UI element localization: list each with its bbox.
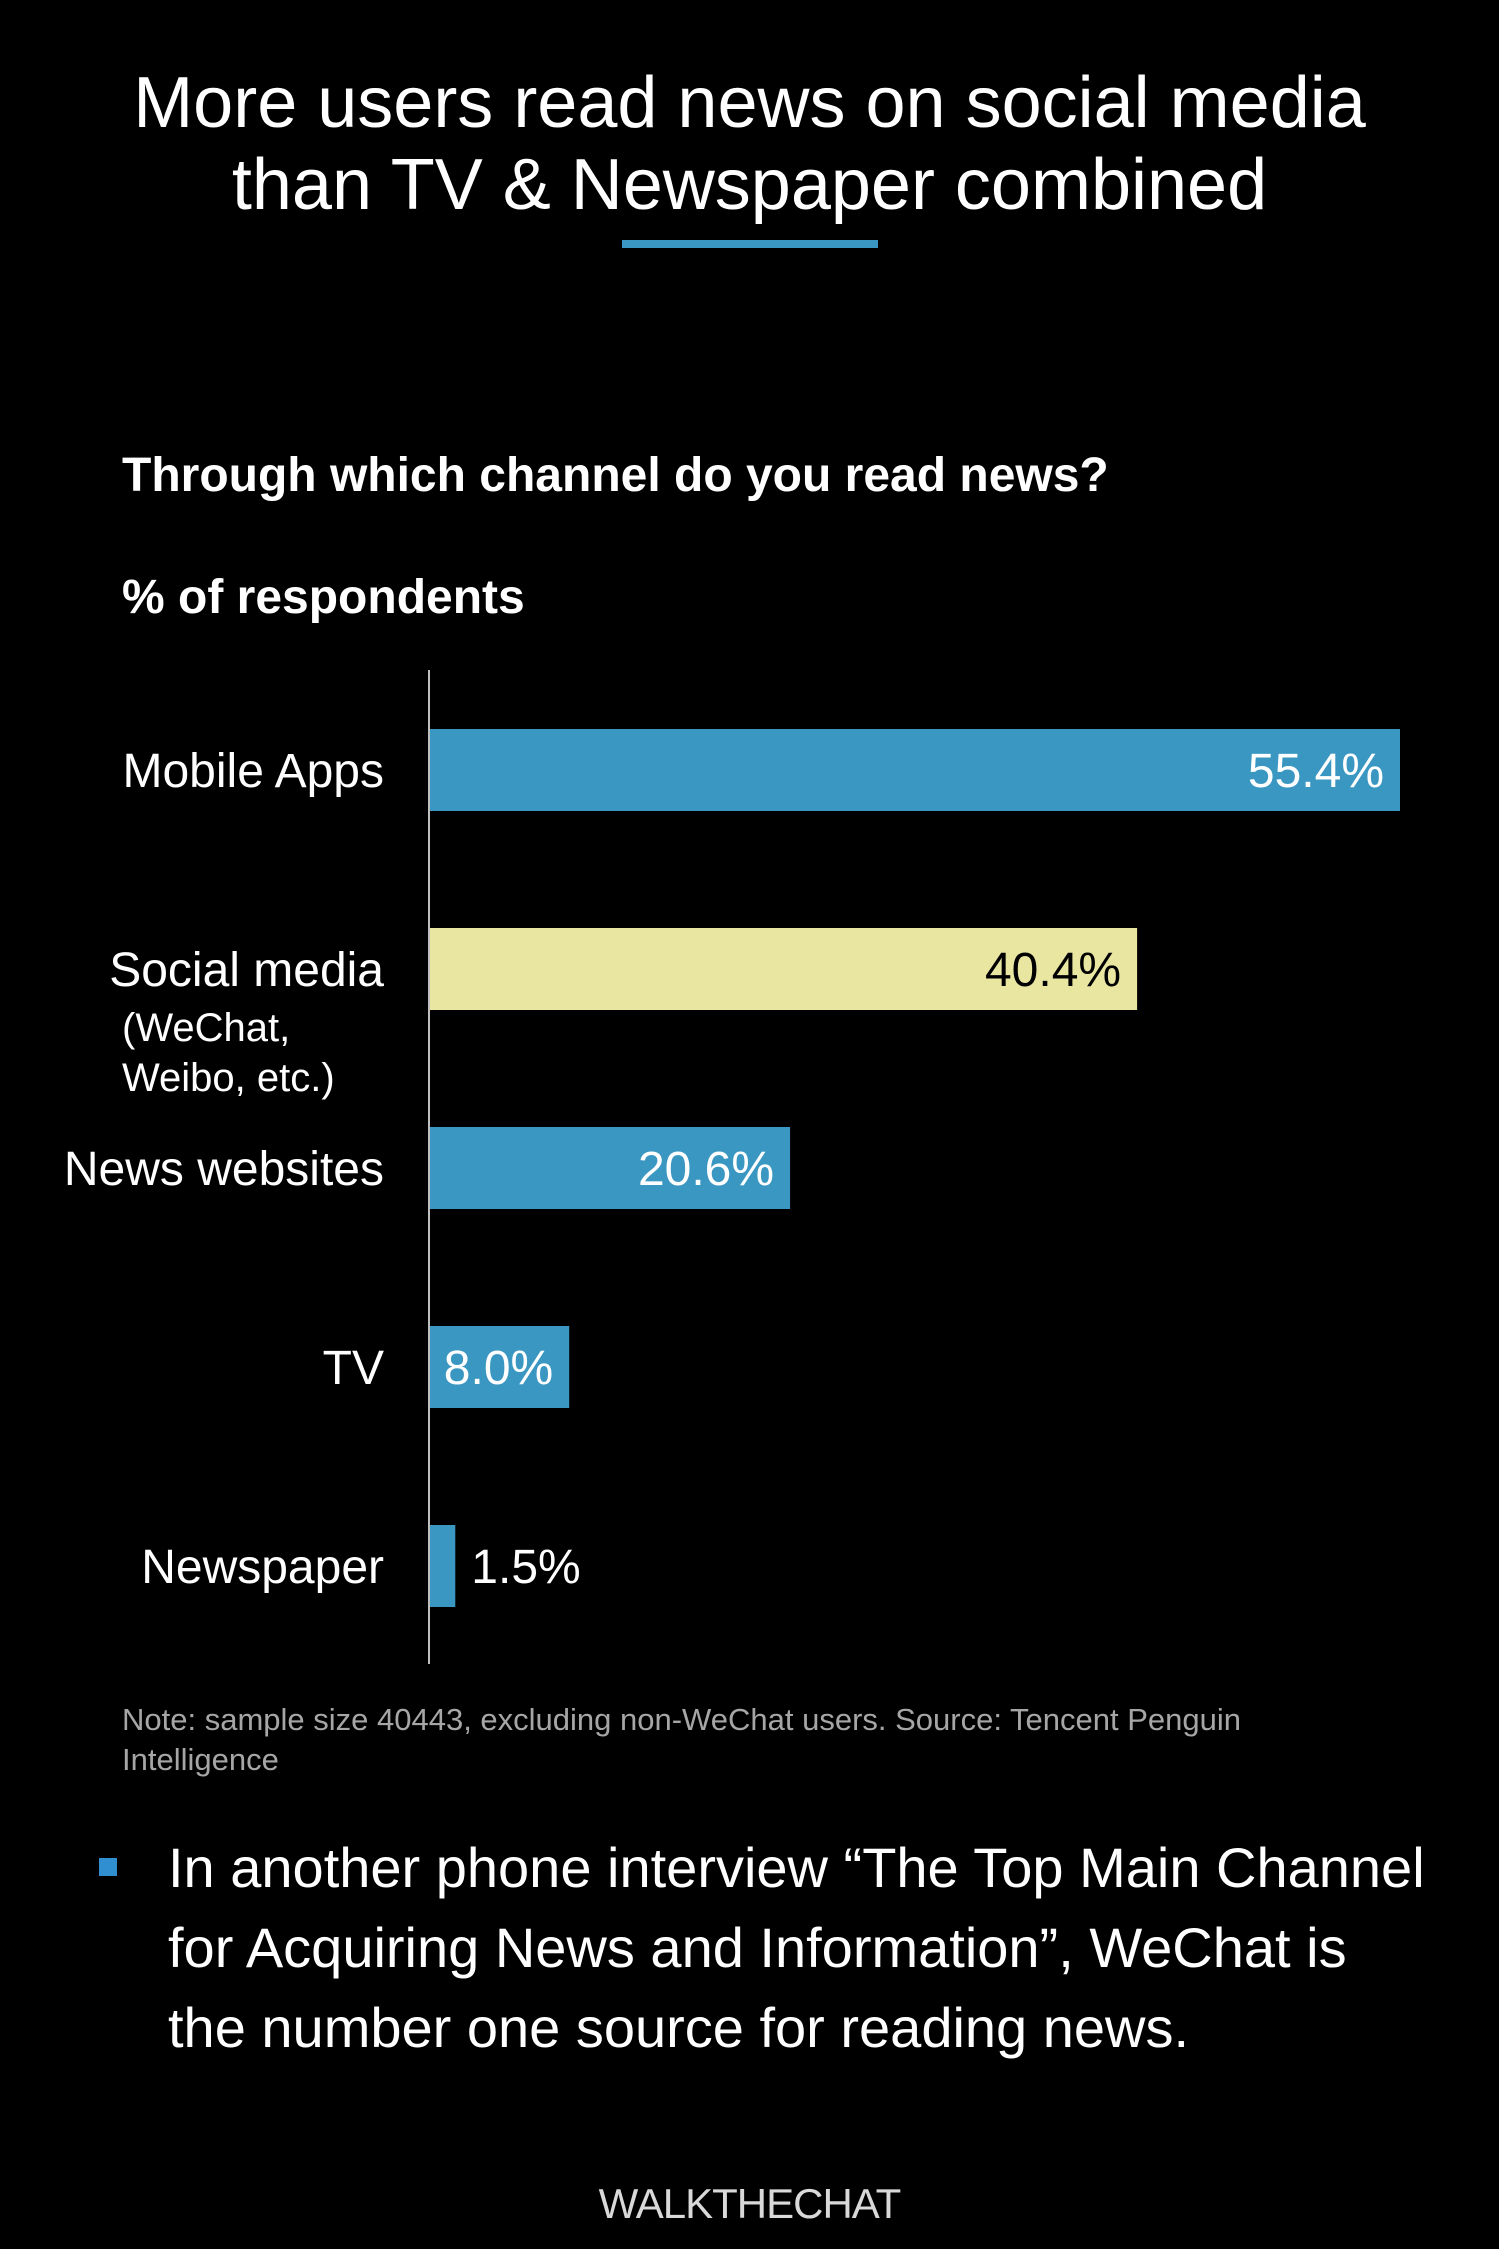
- bar-2: [429, 1127, 791, 1209]
- bar-0: [429, 729, 1400, 811]
- value-label-2: 20.6%: [638, 1143, 774, 1196]
- value-label-3: 8.0%: [444, 1342, 553, 1395]
- category-sublabel-1-0: (WeChat,: [122, 1006, 290, 1050]
- source-note: Note: sample size 40443, excluding non-W…: [122, 1702, 1241, 1777]
- category-label-1: Social media: [109, 944, 384, 997]
- chart-title: Through which channel do you read news?: [122, 449, 1109, 502]
- bar-1: [429, 928, 1138, 1010]
- category-label-3: TV: [323, 1342, 384, 1395]
- bullet-square-icon: [99, 1858, 117, 1876]
- bar-chart: Mobile Apps 55.4% Social media (WeChat, Wei…: [64, 670, 1400, 1664]
- bar-3: [429, 1326, 570, 1408]
- title-underline: [622, 240, 878, 248]
- page-title: More users read news on social media tha…: [0, 62, 1499, 226]
- category-label-0: Mobile Apps: [123, 745, 385, 798]
- category-label-2: News websites: [64, 1143, 384, 1196]
- bullet-text: In another phone interview “The Top Main…: [168, 1836, 1425, 2059]
- category-sublabel-1-1: Weibo, etc.): [122, 1056, 335, 1100]
- brand-logo: WALKTHECHAT: [598, 2180, 902, 2227]
- value-label-0: 55.4%: [1248, 745, 1384, 798]
- value-label-1: 40.4%: [985, 944, 1121, 997]
- category-label-4: Newspaper: [141, 1541, 384, 1594]
- title-line-2: than TV & Newspaper combined: [231, 145, 1268, 225]
- chart-unit-label: % of respondents: [122, 571, 525, 624]
- value-label-4: 1.5%: [471, 1541, 580, 1594]
- bar-4: [429, 1525, 456, 1607]
- title-line-1: More users read news on social media: [133, 63, 1366, 143]
